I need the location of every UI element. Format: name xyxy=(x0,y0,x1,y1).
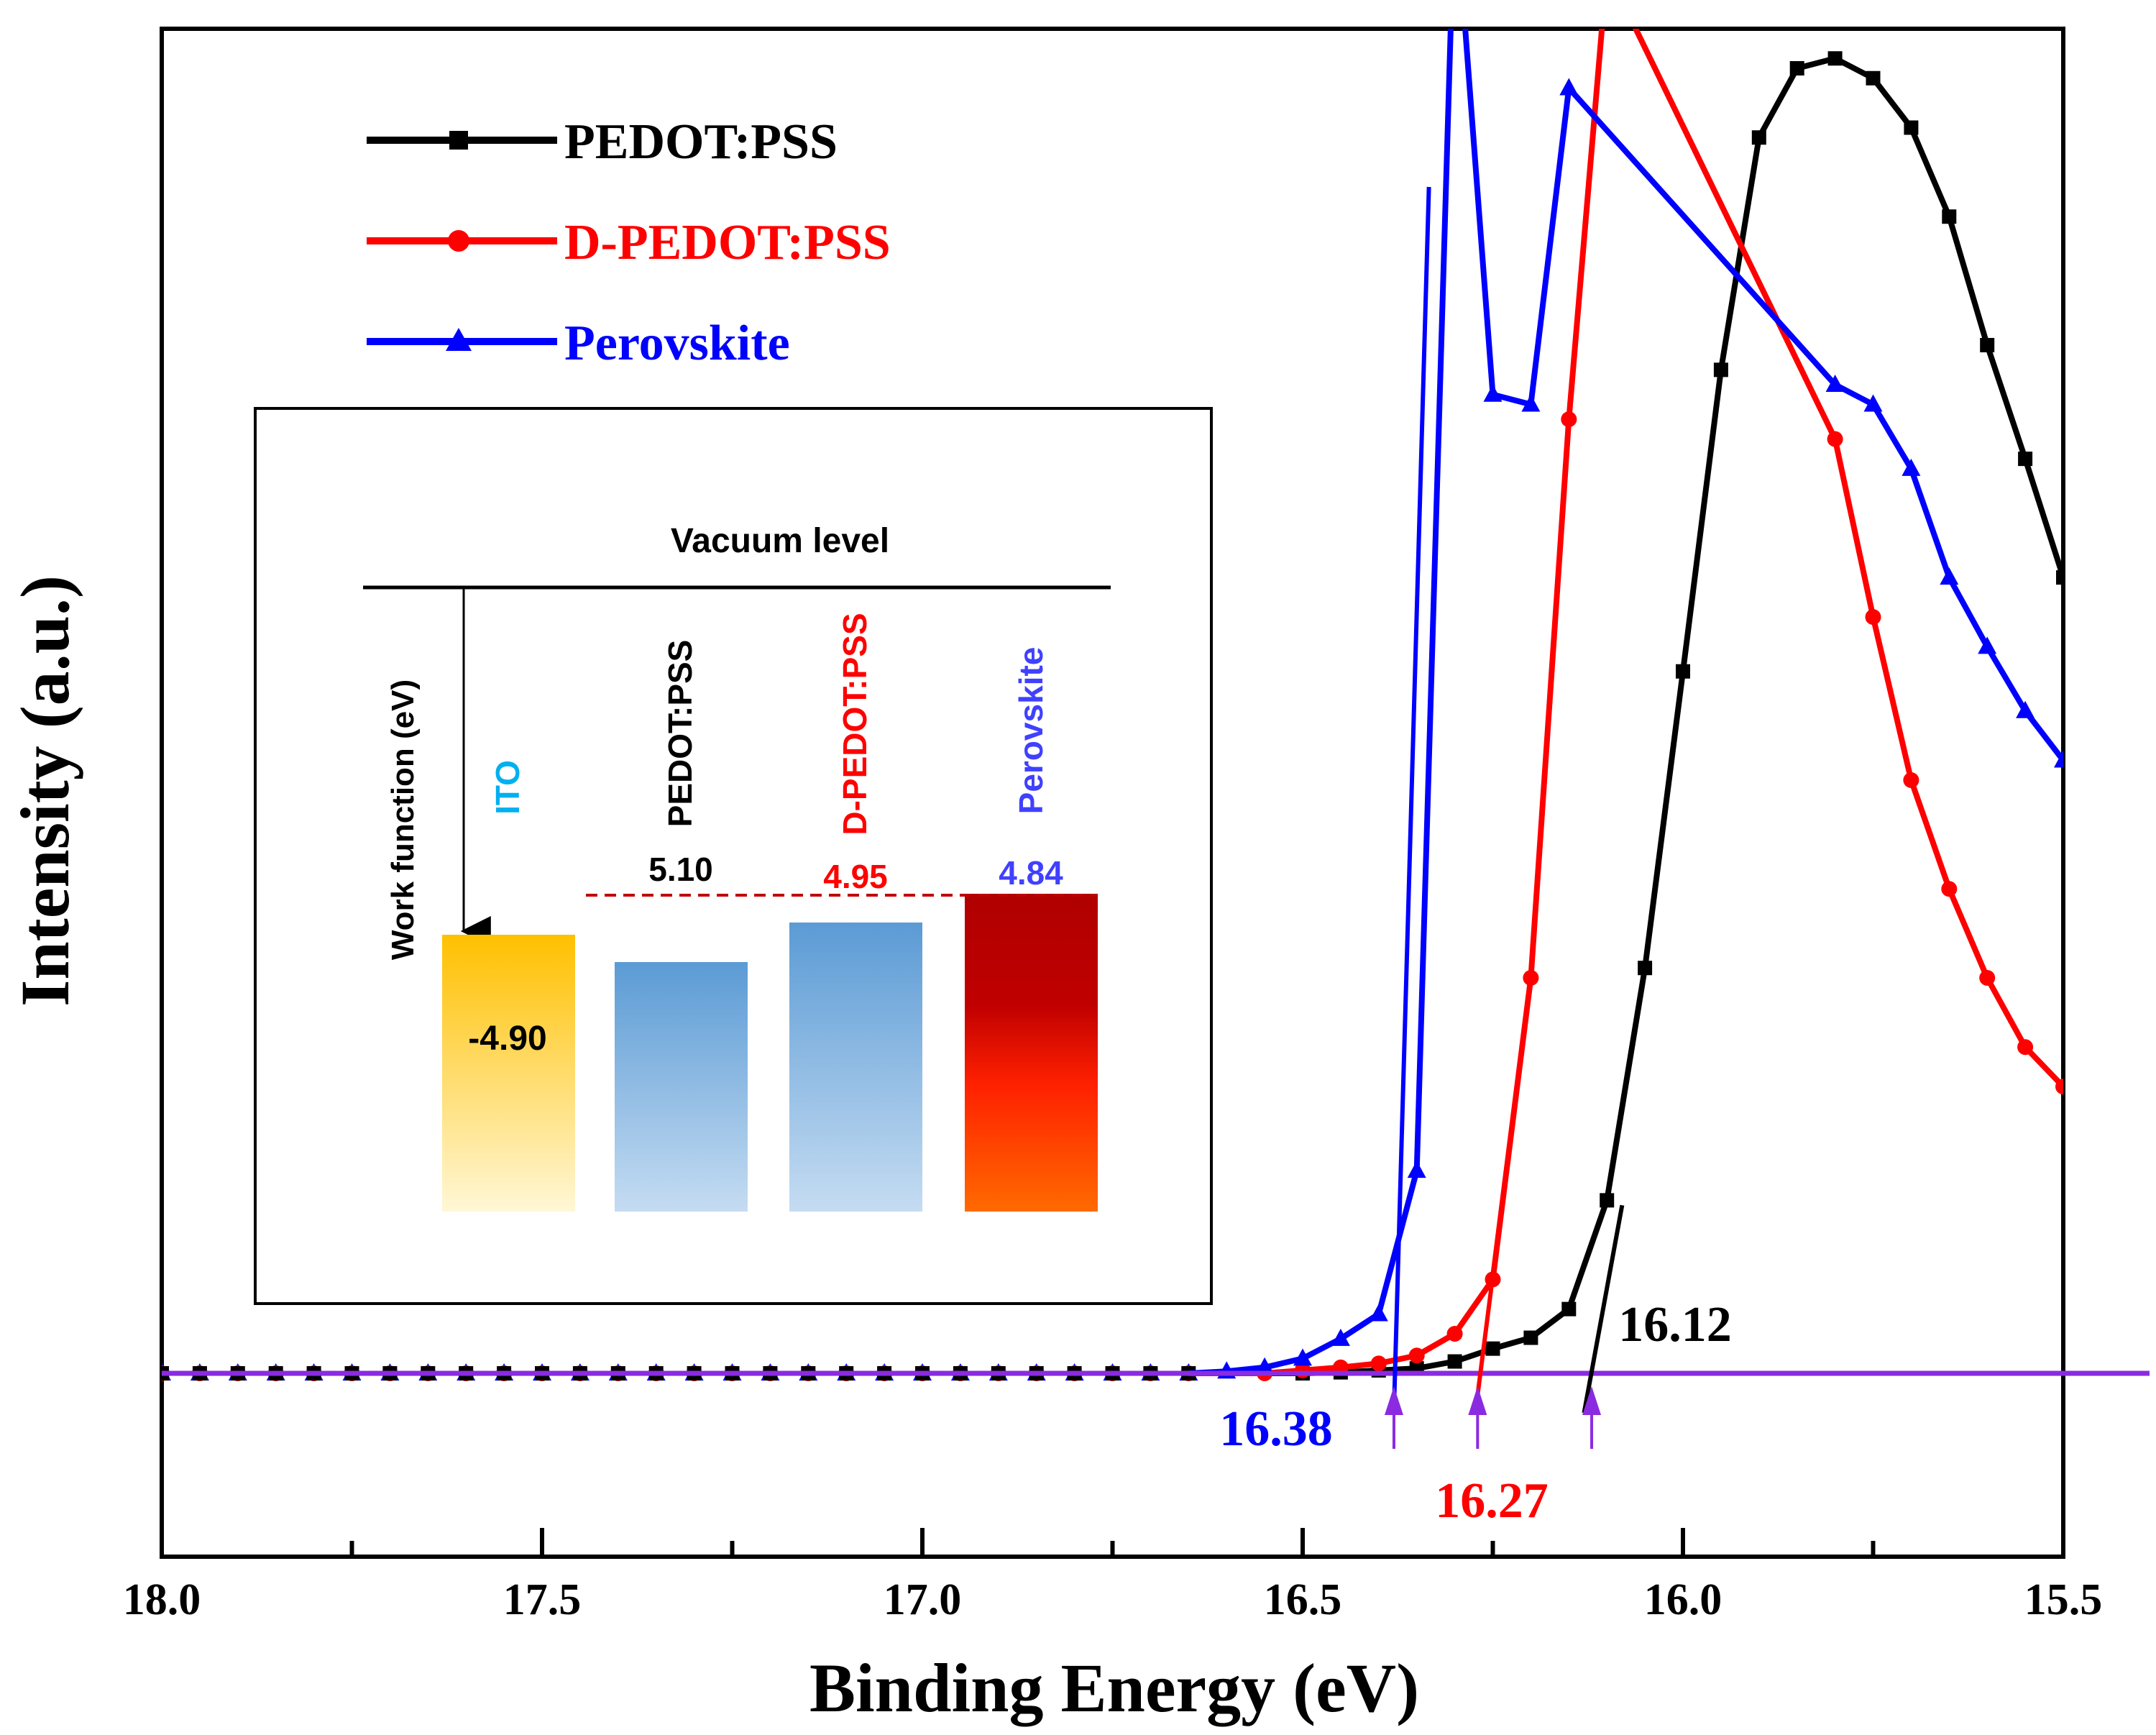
data-point xyxy=(1903,772,1919,788)
data-point xyxy=(1904,120,1919,135)
data-point xyxy=(1559,78,1579,96)
x-axis-label: Binding Energy (eV) xyxy=(809,1649,1419,1726)
series-line-pedot-pss xyxy=(1188,55,2063,1376)
tangent-line xyxy=(1391,186,1431,1410)
data-point xyxy=(1866,70,1881,86)
data-point xyxy=(1561,411,1577,428)
bar-perovskite xyxy=(965,894,1098,1212)
legend-label-d-pedot: D-PEDOT:PSS xyxy=(564,215,891,270)
data-point xyxy=(1978,636,1997,654)
bar-name-d-pedot: D-PEDOT:PSS xyxy=(836,613,873,835)
legend-label-pedot: PEDOT:PSS xyxy=(564,114,838,170)
data-point xyxy=(1902,458,1921,476)
legend-item-pedot: PEDOT:PSS xyxy=(367,114,838,170)
onset-arrow-head xyxy=(1384,1386,1403,1415)
data-point xyxy=(2016,700,2035,718)
data-point xyxy=(2054,750,2063,768)
data-point xyxy=(1865,609,1881,626)
inset-title: Vacuum level xyxy=(671,522,889,560)
tangent-line xyxy=(1582,1204,1625,1414)
data-point xyxy=(1979,970,1996,986)
data-point xyxy=(1370,1355,1387,1372)
data-point xyxy=(1446,1326,1463,1342)
data-point xyxy=(1407,1161,1426,1178)
data-point xyxy=(1751,130,1766,145)
legend: PEDOT:PSS D-PEDOT:PSS Perovskite xyxy=(367,114,891,371)
bar-name-perovskite: Perovskite xyxy=(1012,647,1050,815)
onset-label-pedot: 16.12 xyxy=(1618,1297,1732,1352)
x-tick-label: 17.0 xyxy=(884,1575,962,1624)
bar-value-d-pedot: 4.95 xyxy=(823,858,888,895)
data-point xyxy=(1369,1304,1388,1322)
x-tick-label: 18.0 xyxy=(123,1575,201,1624)
data-point xyxy=(1485,1341,1500,1356)
data-point xyxy=(1980,338,1995,352)
data-point xyxy=(1940,567,1959,585)
bar-name-ito: ITO xyxy=(489,760,526,815)
inset-diagram: Vacuum level Work function (eV) ITO PEDO… xyxy=(254,407,1213,1305)
legend-item-d-pedot: D-PEDOT:PSS xyxy=(367,215,891,270)
data-point xyxy=(1941,881,1958,897)
data-point xyxy=(1863,394,1883,412)
series-line-perovskite xyxy=(1188,29,2063,1376)
x-ticks: 18.0 17.5 17.0 16.5 16.0 15.5 xyxy=(123,1528,2103,1624)
data-point xyxy=(1789,61,1804,75)
data-point xyxy=(2018,452,2033,467)
data-point xyxy=(1447,1354,1462,1369)
data-point xyxy=(1827,431,1843,447)
data-point xyxy=(1483,384,1503,402)
onset-arrow-head xyxy=(1582,1386,1602,1415)
data-point xyxy=(1827,51,1843,66)
data-point xyxy=(1255,1357,1275,1375)
bar-d-pedot xyxy=(789,923,922,1212)
onset-markers: 16.38 16.27 16.12 xyxy=(1219,1297,1732,1529)
data-point xyxy=(1638,961,1653,976)
tangent-lines xyxy=(1391,186,1625,1414)
bar-value-ito: -4.90 xyxy=(468,1020,546,1058)
data-point xyxy=(1600,1193,1615,1208)
data-point xyxy=(2055,1079,2063,1095)
x-tick-label: 15.5 xyxy=(2024,1575,2103,1624)
onset-label-d-pedot: 16.27 xyxy=(1435,1473,1549,1529)
bar-value-pedot: 5.10 xyxy=(648,851,713,888)
data-point xyxy=(1942,209,1957,224)
tangent-line xyxy=(1475,977,1533,1396)
inset-axis-label: Work function (eV) xyxy=(385,679,421,960)
y-axis-label: Intensity (a.u.) xyxy=(6,575,83,1007)
onset-label-perovskite: 16.38 xyxy=(1219,1401,1333,1457)
legend-item-perovskite: Perovskite xyxy=(367,316,790,371)
data-point xyxy=(1523,1330,1538,1345)
data-point xyxy=(1293,1348,1312,1366)
x-tick-label: 16.0 xyxy=(1644,1575,1722,1624)
bar-name-pedot: PEDOT:PSS xyxy=(661,640,699,828)
data-point xyxy=(1331,1328,1350,1346)
data-point xyxy=(1825,375,1845,392)
legend-label-perovskite: Perovskite xyxy=(564,316,790,371)
x-tick-label: 17.5 xyxy=(503,1575,582,1624)
data-point xyxy=(1521,394,1541,412)
bar-value-perovskite: 4.84 xyxy=(999,854,1063,892)
data-point xyxy=(2056,570,2063,585)
data-point xyxy=(1676,664,1690,679)
onset-arrow-head xyxy=(1468,1386,1487,1415)
data-point xyxy=(1408,1347,1425,1364)
data-point xyxy=(1713,362,1728,377)
bar-ito xyxy=(442,935,575,1212)
series-line-d-pedot-pss xyxy=(1188,29,2063,1376)
x-tick-label: 16.5 xyxy=(1264,1575,1342,1624)
bar-pedot xyxy=(615,962,748,1212)
data-point xyxy=(1561,1301,1577,1317)
data-point xyxy=(2017,1039,2034,1056)
